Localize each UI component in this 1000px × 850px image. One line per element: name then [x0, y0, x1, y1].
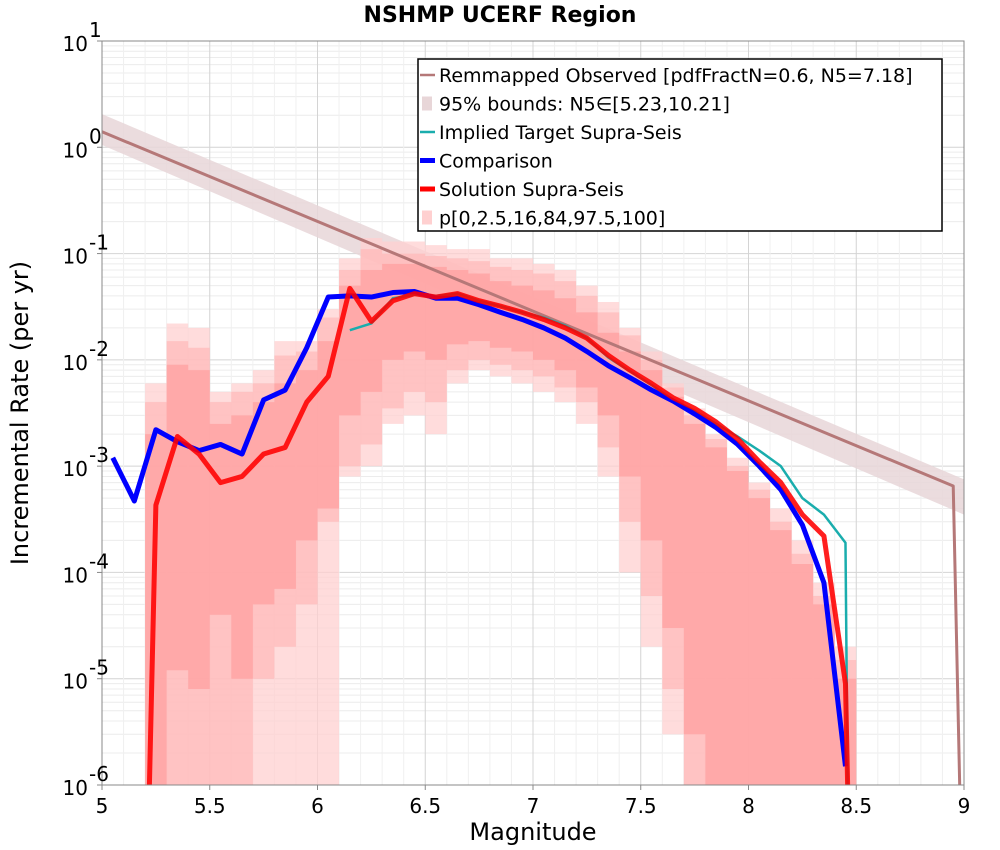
y-tick-label: 10-6 — [63, 762, 109, 800]
y-tick-base: 10 — [63, 32, 88, 56]
y-tick-exponent: 1 — [89, 18, 102, 42]
y-tick-label: 10-2 — [63, 337, 109, 375]
chart-title: NSHMP UCERF Region — [364, 3, 637, 28]
x-tick-label: 8 — [742, 794, 755, 818]
y-axis-label: Incremental Rate (per yr) — [6, 261, 34, 565]
x-tick-label: 6.5 — [409, 794, 441, 818]
y-tick-exponent: 0 — [89, 124, 102, 148]
x-tick-label: 9 — [958, 794, 971, 818]
y-tick-label: 10-4 — [63, 549, 109, 587]
legend-frame — [417, 58, 943, 232]
y-tick-base: 10 — [63, 563, 88, 587]
y-tick-exponent: -4 — [89, 549, 109, 573]
solution-line — [146, 285, 851, 785]
tick-labels: 5 5.5 6 6.5 7 7.5 8 8.5 910-610-510-410-310-210-… — [63, 18, 971, 818]
y-tick-base: 10 — [63, 245, 88, 269]
y-tick-label: 10-5 — [63, 656, 109, 694]
x-tick-label: 7.5 — [625, 794, 657, 818]
y-tick-exponent: -3 — [89, 443, 109, 467]
legend-label: p[0,2.5,16,84,97.5,100] — [439, 208, 665, 230]
y-tick-exponent: -6 — [89, 762, 109, 786]
observed-line — [102, 130, 962, 785]
legend-item: Solution Supra-Seis — [420, 179, 624, 201]
legend-item: 95% bounds: N5∈[5.23,10.21] — [422, 94, 730, 116]
legend-item: Comparison — [420, 151, 553, 173]
legend-label: Remmapped Observed [pdfFractN=0.6, N5=7.… — [439, 65, 913, 87]
legend-item: Implied Target Supra-Seis — [420, 122, 682, 144]
x-tick-label: 5.5 — [194, 794, 226, 818]
legend-swatch — [422, 96, 432, 111]
y-tick-base: 10 — [63, 670, 88, 694]
legend-item: p[0,2.5,16,84,97.5,100] — [422, 208, 665, 230]
y-tick-label: 100 — [63, 124, 102, 162]
y-tick-exponent: -2 — [89, 337, 109, 361]
x-tick-label: 6 — [311, 794, 324, 818]
y-tick-base: 10 — [63, 457, 88, 481]
x-tick-label: 8.5 — [840, 794, 872, 818]
legend-swatch — [422, 210, 432, 225]
y-tick-base: 10 — [63, 776, 88, 800]
legend-label: Comparison — [439, 151, 553, 173]
plot-area — [102, 114, 964, 785]
y-tick-base: 10 — [63, 138, 88, 162]
legend: Remmapped Observed [pdfFractN=0.6, N5=7.… — [417, 58, 943, 232]
x-axis-label: Magnitude — [469, 818, 596, 846]
legend-label: Solution Supra-Seis — [439, 179, 624, 201]
legend-item: Remmapped Observed [pdfFractN=0.6, N5=7.… — [420, 65, 913, 87]
y-tick-label: 10-3 — [63, 443, 109, 481]
y-tick-exponent: -1 — [89, 231, 109, 255]
y-tick-base: 10 — [63, 351, 88, 375]
x-tick-label: 7 — [527, 794, 540, 818]
percentile-band-16-84 — [145, 263, 857, 785]
x-tick-label: 5 — [96, 794, 109, 818]
y-tick-label: 10-1 — [63, 231, 109, 269]
y-tick-label: 101 — [63, 18, 102, 56]
comparison-line — [110, 288, 848, 767]
legend-label: 95% bounds: N5∈[5.23,10.21] — [439, 94, 730, 116]
legend-label: Implied Target Supra-Seis — [439, 122, 682, 144]
y-tick-exponent: -5 — [89, 656, 109, 680]
